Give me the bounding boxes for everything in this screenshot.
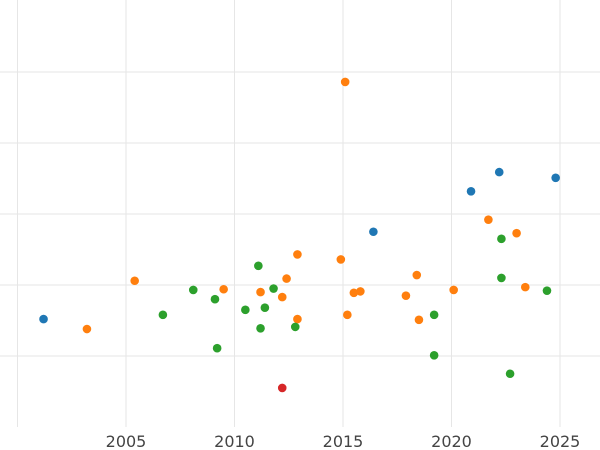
x-tick-label: 2015 <box>323 432 364 450</box>
data-point <box>241 305 250 315</box>
data-point <box>349 288 359 298</box>
data-point <box>343 310 352 320</box>
data-point <box>256 324 265 333</box>
x-tick-label: 2010 <box>214 432 255 450</box>
data-point <box>293 250 302 259</box>
data-points <box>39 77 560 393</box>
x-axis-ticks: 2005 2010 2015 2020 2025 <box>106 432 581 450</box>
data-point <box>512 228 521 238</box>
data-point <box>336 255 346 264</box>
data-point <box>269 284 278 293</box>
data-point <box>484 215 493 224</box>
data-point <box>158 310 168 320</box>
data-point <box>293 314 302 324</box>
data-point <box>82 324 92 334</box>
data-point <box>520 282 530 292</box>
data-point <box>412 270 422 280</box>
data-point <box>414 315 424 325</box>
data-point <box>497 273 506 283</box>
data-point <box>282 274 291 283</box>
data-point <box>39 314 48 324</box>
grid <box>0 0 600 427</box>
data-point <box>210 294 220 304</box>
data-point <box>542 286 552 295</box>
data-point <box>505 369 515 379</box>
data-point <box>429 350 439 360</box>
data-point <box>254 261 263 271</box>
data-point <box>188 285 198 295</box>
data-point <box>449 285 458 295</box>
x-tick-label: 2025 <box>540 432 581 450</box>
data-point <box>290 322 300 332</box>
x-tick-label: 2005 <box>106 432 147 450</box>
data-point <box>256 287 265 297</box>
data-point <box>551 173 560 183</box>
data-point <box>401 291 411 300</box>
data-point <box>212 343 222 353</box>
data-point <box>219 284 228 294</box>
data-point <box>497 234 506 244</box>
data-point <box>277 383 287 393</box>
data-point <box>356 287 365 296</box>
x-tick-label: 2020 <box>431 432 472 450</box>
data-point <box>494 167 504 177</box>
data-point <box>277 292 287 302</box>
data-point <box>340 77 350 87</box>
data-point <box>429 310 439 320</box>
data-point <box>130 276 139 286</box>
data-point <box>369 227 378 237</box>
data-point <box>466 186 476 196</box>
data-point <box>260 303 270 313</box>
